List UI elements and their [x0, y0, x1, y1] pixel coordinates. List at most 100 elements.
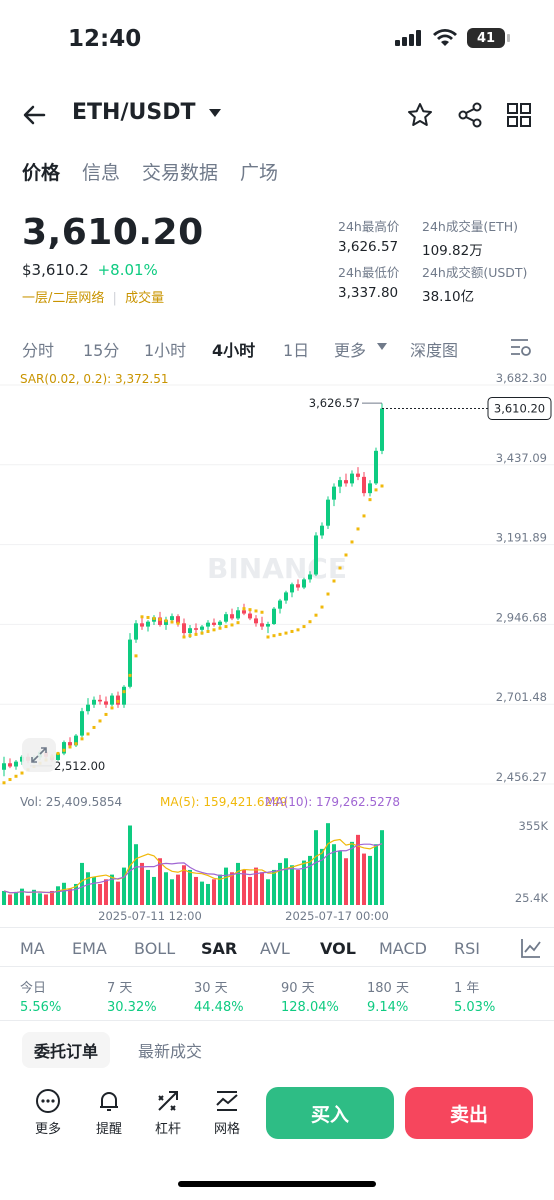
- grid-menu-icon[interactable]: [504, 100, 534, 130]
- interval-more[interactable]: 更多: [334, 341, 367, 360]
- candle-body: [302, 579, 306, 588]
- more-caret-icon: [377, 343, 387, 350]
- sar-dot: [158, 617, 162, 621]
- volume-bar: [272, 869, 276, 905]
- ind-boll[interactable]: BOLL: [134, 939, 176, 958]
- sar-dot: [98, 719, 102, 723]
- volume-bar: [50, 890, 54, 905]
- candle-body: [356, 473, 360, 477]
- volume-bar: [242, 869, 246, 905]
- candle-body: [332, 486, 336, 500]
- indicator-settings-icon[interactable]: [520, 937, 542, 959]
- volume-bar: [86, 872, 90, 905]
- candle-body: [272, 608, 276, 624]
- ind-sar[interactable]: SAR: [201, 939, 238, 958]
- fullscreen-button[interactable]: [22, 738, 56, 772]
- tab-trading-data[interactable]: 交易数据: [142, 162, 219, 184]
- candle-body: [374, 450, 378, 484]
- candle-body: [380, 408, 384, 451]
- candle-body: [98, 699, 102, 702]
- ind-avl[interactable]: AVL: [260, 939, 290, 958]
- sar-dot: [116, 699, 120, 703]
- stat-low: 24h最低价 3,337.80: [338, 262, 488, 301]
- candle-body: [2, 763, 6, 770]
- candle-body: [260, 623, 264, 627]
- interval-time[interactable]: 分时: [22, 341, 55, 360]
- interval-4h[interactable]: 4小时: [212, 341, 256, 360]
- sell-button[interactable]: 卖出: [405, 1087, 533, 1139]
- alert-button[interactable]: 提醒: [81, 1088, 137, 1137]
- share-icon[interactable]: [455, 100, 485, 130]
- sar-dot: [20, 771, 24, 775]
- tab-price[interactable]: 价格: [22, 162, 61, 184]
- star-icon[interactable]: [405, 100, 435, 130]
- interval-1d[interactable]: 1日: [283, 341, 310, 360]
- candle-body: [314, 535, 318, 575]
- buy-button[interactable]: 买入: [266, 1087, 394, 1139]
- perf-30d-label: 30 天: [194, 981, 228, 996]
- perf-90d: 90 天 128.04%: [281, 977, 339, 1015]
- sar-dot: [170, 620, 174, 624]
- ind-ma[interactable]: MA: [20, 939, 45, 958]
- sar-dot: [194, 632, 198, 636]
- volume-bar: [146, 869, 150, 905]
- tab-info[interactable]: 信息: [82, 162, 121, 184]
- tag-separator: |: [112, 291, 117, 306]
- tag-layer[interactable]: 一层/二层网络: [22, 291, 105, 306]
- perf-1y-label: 1 年: [454, 981, 480, 996]
- volume-bar: [152, 876, 156, 905]
- interval-1h[interactable]: 1小时: [144, 341, 187, 360]
- y-tick-label: 2,701.48: [496, 690, 547, 704]
- sar-dot: [242, 607, 246, 611]
- ind-macd[interactable]: MACD: [379, 939, 427, 958]
- volume-bar: [326, 823, 330, 905]
- tab-square[interactable]: 广场: [240, 162, 279, 184]
- chart-settings-icon[interactable]: [510, 337, 532, 357]
- status-icons: 41: [395, 28, 510, 48]
- candle-body: [62, 742, 66, 754]
- y-tick-label: 3,191.89: [496, 531, 547, 545]
- back-arrow-icon[interactable]: [18, 100, 52, 130]
- sar-dot: [236, 621, 240, 625]
- x-tick-2: 2025-07-17 00:00: [285, 909, 389, 923]
- volume-bar: [254, 867, 258, 905]
- sar-dot: [332, 579, 336, 583]
- perf-90d-value: 128.04%: [281, 1000, 339, 1015]
- ind-ema[interactable]: EMA: [72, 939, 107, 958]
- tab-latest-trades[interactable]: 最新成交: [138, 1042, 203, 1061]
- interval-depth[interactable]: 深度图: [410, 341, 459, 360]
- volume-bar: [284, 858, 288, 905]
- more-button[interactable]: 更多: [20, 1088, 76, 1137]
- grid-trading-button[interactable]: 网格: [199, 1088, 255, 1137]
- sar-dot: [266, 635, 270, 639]
- low-marker-label: 2,512.00: [54, 759, 105, 773]
- candlestick-chart[interactable]: BINANCE 3,682.30 3,437.09 3,191.89 2,946.68…: [0, 368, 554, 798]
- pair-selector[interactable]: ETH/USDT: [72, 100, 222, 125]
- sar-dot: [230, 623, 234, 627]
- tab-open-orders[interactable]: 委托订单: [22, 1032, 111, 1068]
- ind-vol[interactable]: VOL: [320, 939, 356, 958]
- candle-body: [212, 622, 216, 625]
- divider-indicators: [0, 927, 554, 928]
- tag-line: 一层/二层网络 | 成交量: [22, 287, 164, 306]
- perf-180d-label: 180 天: [367, 981, 409, 996]
- candle-body: [182, 623, 186, 634]
- leverage-button[interactable]: 杠杆: [140, 1088, 196, 1137]
- candle-body: [170, 616, 174, 621]
- volume-bar: [206, 883, 210, 905]
- candle-body: [200, 626, 204, 630]
- volume-ma10: MA(10): 179,262.5278: [265, 795, 401, 809]
- ind-rsi[interactable]: RSI: [454, 939, 480, 958]
- perf-180d-value: 9.14%: [367, 1000, 409, 1015]
- volume-bar: [314, 830, 318, 905]
- usd-price: $3,610.2: [22, 261, 89, 279]
- volume-chart[interactable]: 355K 25.4K 2025-07-11 12:00 2025-07-17 0…: [0, 812, 554, 927]
- tag-volume[interactable]: 成交量: [125, 291, 165, 306]
- sar-dot: [260, 610, 264, 614]
- candle-body: [140, 623, 144, 627]
- sar-dot: [302, 625, 306, 629]
- battery-icon: 41: [467, 28, 505, 48]
- interval-15m[interactable]: 15分: [83, 341, 120, 360]
- sar-dot: [218, 626, 222, 630]
- sar-dot: [362, 514, 366, 518]
